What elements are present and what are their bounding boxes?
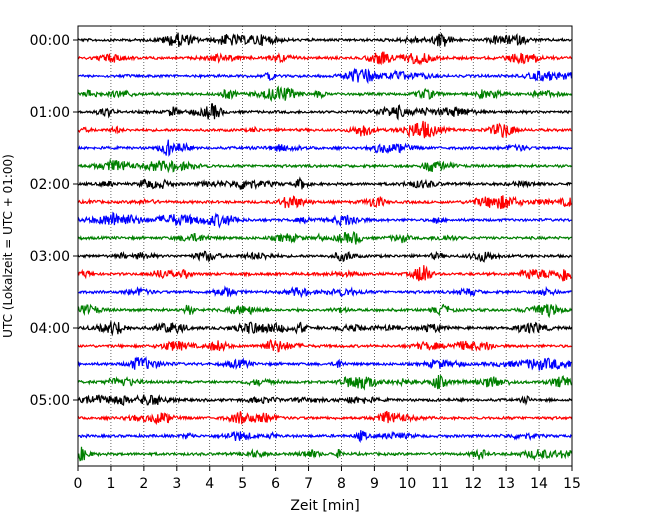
x-tick-label: 1 <box>106 476 115 492</box>
x-tick-label: 5 <box>238 476 247 492</box>
x-axis-ticks: 0 1 2 3 4 5 6 7 8 9 10 11 12 13 14 15 <box>74 466 581 492</box>
trace-line <box>77 303 573 319</box>
x-tick-label: 2 <box>139 476 148 492</box>
seismogram-traces <box>77 32 573 462</box>
x-tick-label: 7 <box>304 476 313 492</box>
trace-line <box>77 321 573 337</box>
x-tick-label: 14 <box>530 476 548 492</box>
trace-line <box>77 51 573 66</box>
y-tick-label: 02:00 <box>30 177 70 193</box>
x-tick-label: 0 <box>74 476 83 492</box>
trace-line <box>77 250 573 263</box>
trace-line <box>77 211 572 229</box>
x-tick-label: 13 <box>497 476 515 492</box>
x-tick-label: 10 <box>398 476 416 492</box>
x-tick-label: 12 <box>464 476 482 492</box>
trace-line <box>77 139 572 157</box>
trace-line <box>77 374 573 391</box>
x-tick-label: 3 <box>172 476 181 492</box>
x-tick-label: 15 <box>563 476 581 492</box>
trace-line <box>77 120 572 139</box>
y-axis-label: UTC (Lokalzeit = UTC + 01:00) <box>1 154 15 338</box>
trace-line <box>77 158 572 174</box>
plot-frame <box>77 25 573 467</box>
trace-line <box>77 285 572 299</box>
y-tick-label: 04:00 <box>30 321 70 337</box>
x-tick-label: 11 <box>431 476 449 492</box>
trace-line <box>77 430 573 444</box>
x-tick-label: 9 <box>370 476 379 492</box>
x-tick-label: 6 <box>271 476 280 492</box>
x-axis-label: Zeit [min] <box>290 498 359 514</box>
trace-line <box>77 356 572 371</box>
trace-line <box>77 338 572 353</box>
y-tick-label: 03:00 <box>30 249 70 265</box>
trace-line <box>77 446 573 462</box>
trace-line <box>77 265 572 282</box>
trace-line <box>77 32 572 48</box>
trace-line <box>77 85 573 103</box>
grid-lines <box>110 26 540 466</box>
x-tick-label: 4 <box>205 476 214 492</box>
x-tick-label: 8 <box>337 476 346 492</box>
y-tick-label: 05:00 <box>30 393 70 409</box>
trace-line <box>77 195 573 210</box>
y-tick-label: 01:00 <box>30 105 70 121</box>
trace-line <box>77 176 572 191</box>
trace-line <box>77 103 572 121</box>
trace-line <box>77 67 573 85</box>
y-tick-label: 00:00 <box>30 33 70 49</box>
trace-line <box>77 231 572 245</box>
trace-line <box>77 394 573 407</box>
trace-line <box>77 410 573 426</box>
y-axis-ticks: 00:00 01:00 02:00 03:00 04:00 05:00 <box>30 33 78 409</box>
